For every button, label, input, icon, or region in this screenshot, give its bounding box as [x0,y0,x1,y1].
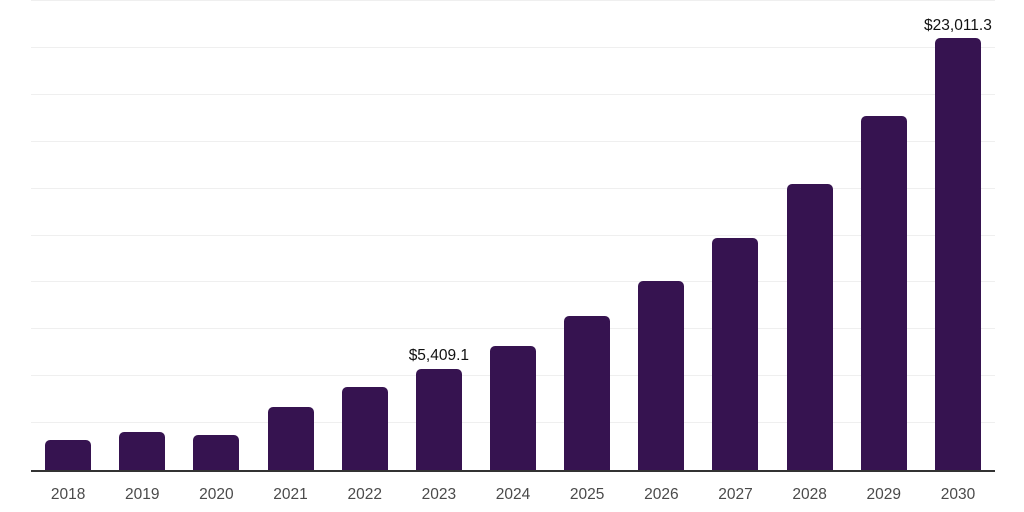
bar-2025 [564,316,611,470]
data-label-2023: $5,409.1 [408,347,470,365]
bar-2018 [45,440,92,470]
bar-slot-2021 [253,1,327,470]
gridline [31,46,995,48]
bar-2022 [341,387,388,470]
bar-2023: $5,409.1 [409,348,469,470]
bar-slot-2028 [773,1,847,470]
gridline [31,140,995,142]
bar-2019 [119,431,166,470]
bar-slot-2018 [31,1,105,470]
x-tick-label-2027: 2027 [718,486,753,503]
gridline [31,93,995,95]
bar-2024 [490,345,537,470]
bar-2027 [712,237,759,470]
gridline [31,0,995,1]
bar-2028 [786,184,833,470]
bar-chart: $5,409.1 $23,011.3 2018 2019 2020 2021 2022 20… [31,0,995,504]
bar-slot-2020 [179,1,253,470]
bar-slot-2029 [847,1,921,470]
x-tick-label-2024: 2024 [495,486,531,503]
x-tick-label-2028: 2028 [792,486,827,503]
gridline [31,328,995,330]
x-tick-label-2019: 2019 [124,486,160,503]
x-axis-line [31,470,995,472]
x-tick-label-2025: 2025 [569,486,605,503]
x-axis-labels: 2018 2019 2020 2021 2022 2023 2024 2025 2026 2027… [31,486,995,504]
bar-slot-2019 [105,1,179,470]
bar-slot-2024 [476,1,550,470]
bar-2020 [193,435,240,470]
x-tick-label-2022: 2022 [347,486,382,503]
gridline [31,281,995,283]
gridline [31,234,995,236]
bar-slot-2030: $23,011.3 [921,1,995,470]
bar-slot-2023: $5,409.1 [402,1,476,470]
x-tick-label-2020: 2020 [199,486,234,503]
x-tick-label-2023: 2023 [421,486,457,503]
x-tick-label-2018: 2018 [50,486,86,503]
bar-2029 [860,116,907,470]
bar-slot-2026 [624,1,698,470]
bar-2026 [638,280,685,470]
bar-slot-2022 [328,1,402,470]
bar-slot-2027 [698,1,772,470]
data-label-2030: $23,011.3 [924,16,992,34]
bar-2021 [267,407,314,470]
bar-2030: $23,011.3 [924,18,992,470]
gridline [31,187,995,189]
bar-slot-2025 [550,1,624,470]
plot-area: $5,409.1 $23,011.3 [31,0,995,470]
x-tick-label-2021: 2021 [273,486,308,503]
x-tick-label-2029: 2029 [866,486,902,503]
x-tick-label-2026: 2026 [644,486,679,503]
x-tick-label-2030: 2030 [940,486,976,503]
bars-row: $5,409.1 $23,011.3 [31,1,995,470]
